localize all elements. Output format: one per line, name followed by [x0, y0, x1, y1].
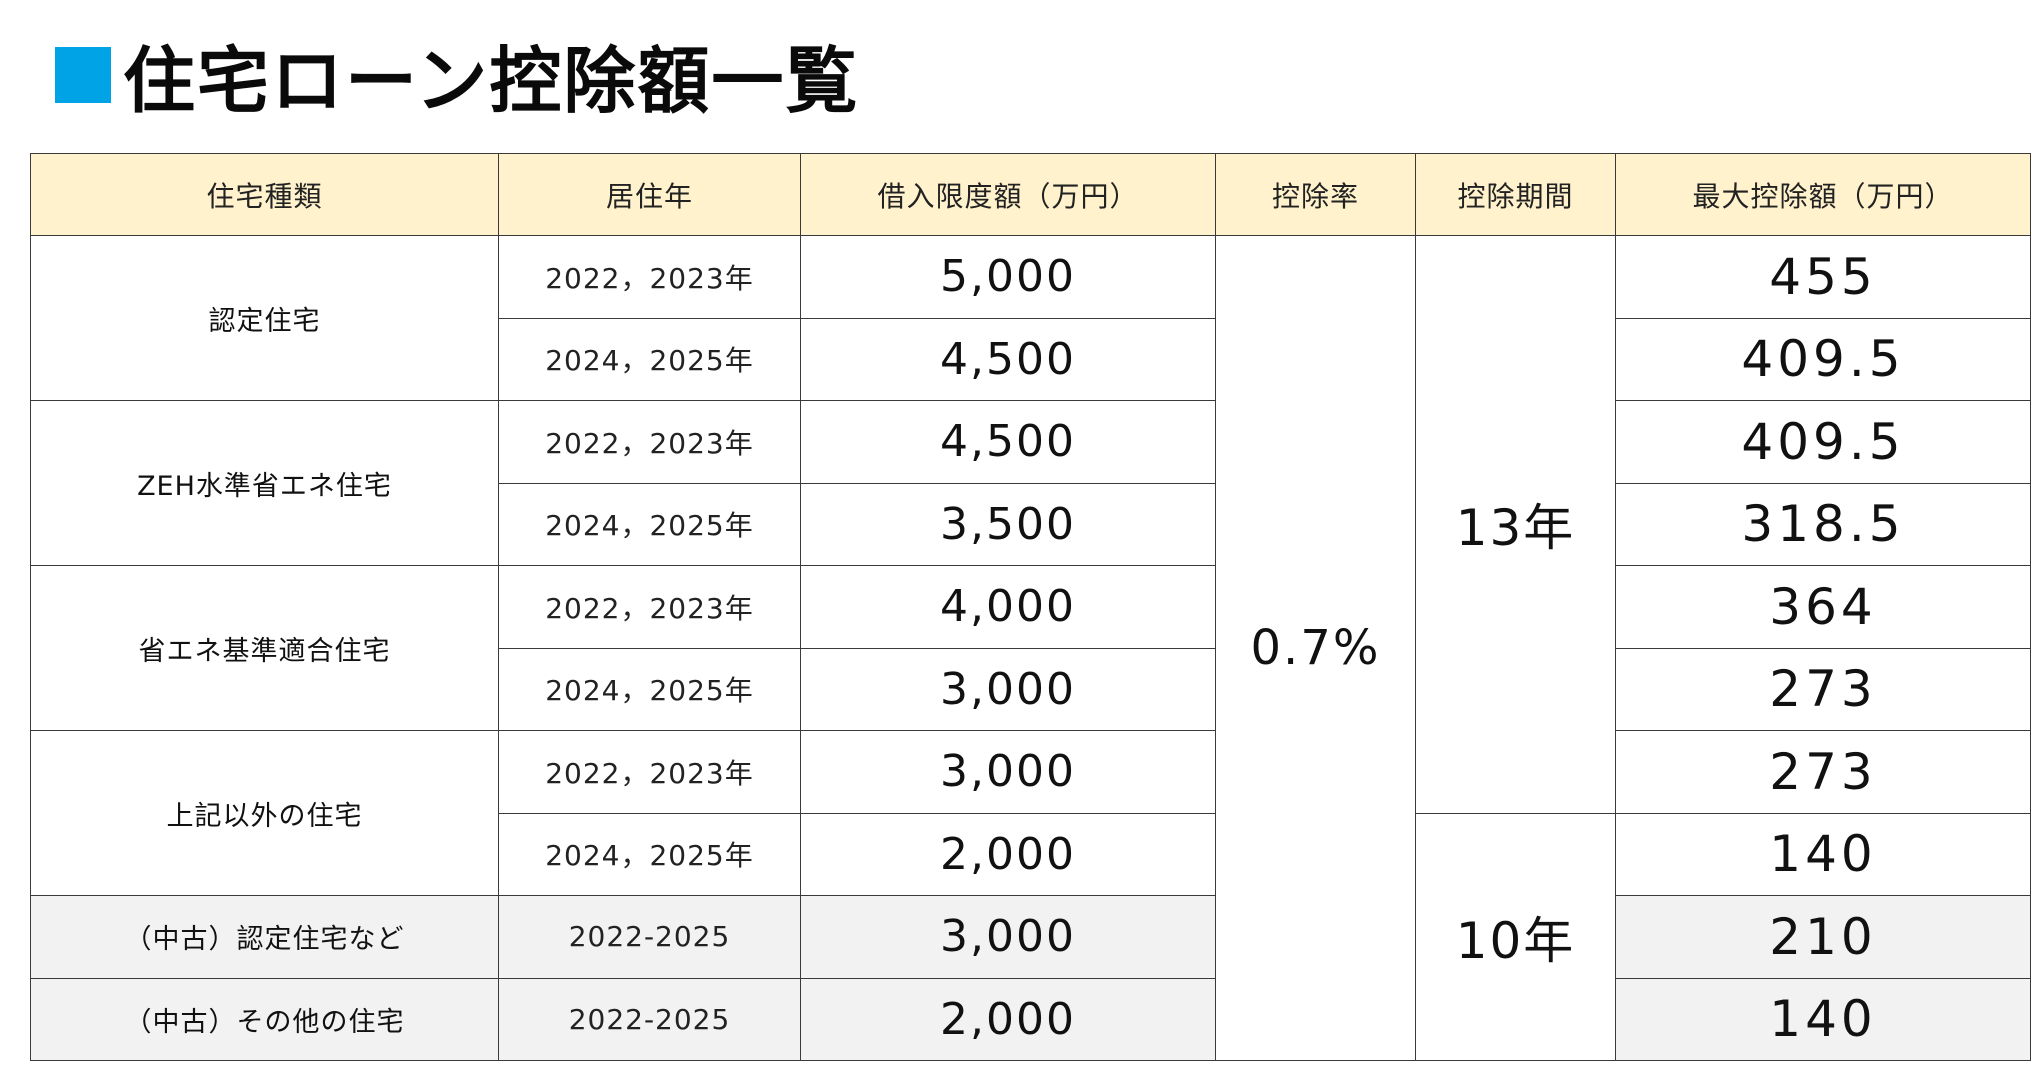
- table-row: 2024，2025年 2,000 10年 140: [31, 812, 2031, 1061]
- page-title: 住宅ローン控除額一覧: [55, 22, 859, 127]
- table-row: 2024，2025年 4,500 409.5: [31, 317, 2031, 401]
- header-deduction-rate: 控除率: [1215, 153, 1416, 236]
- table-header-row: 住宅種類 居住年 借入限度額（万円） 控除率 控除期間 最大控除額（万円）: [30, 153, 2031, 236]
- table-row: （中古）その他の住宅 2022-2025 2,000 140: [30, 977, 2031, 1061]
- borrowing-limit-cell: 3,000: [800, 730, 1216, 814]
- residence-year-cell: 2024，2025年: [498, 482, 801, 566]
- max-deduction-cell: 273: [1615, 730, 2031, 814]
- max-deduction-cell: 210: [1615, 895, 2031, 979]
- max-deduction-cell: 364: [1615, 565, 2031, 649]
- residence-year-cell: 2022，2023年: [498, 235, 801, 319]
- table-row: 認定住宅 2022，2023年 5,000 0.7% 13年 455: [30, 235, 2031, 1061]
- max-deduction-cell: 140: [1615, 812, 2031, 896]
- residence-year-cell: 2024，2025年: [498, 317, 801, 401]
- title-square-icon: [55, 46, 111, 103]
- residence-year-cell: 2022，2023年: [498, 565, 801, 649]
- borrowing-limit-cell: 4,000: [800, 565, 1216, 649]
- table-row: 2024，2025年 3,000 273: [31, 647, 2031, 731]
- residence-year-cell: 2022，2023年: [498, 400, 801, 484]
- header-residence-year: 居住年: [498, 153, 801, 236]
- table-row: ZEH水準省エネ住宅 2022，2023年 4,500 409.5: [30, 400, 2031, 566]
- housing-type-cell: 上記以外の住宅: [30, 730, 499, 896]
- borrowing-limit-cell: 4,500: [800, 400, 1216, 484]
- housing-type-cell: （中古）認定住宅など: [30, 895, 499, 979]
- max-deduction-cell: 455: [1615, 235, 2031, 319]
- housing-type-cell: ZEH水準省エネ住宅: [30, 400, 499, 566]
- max-deduction-cell: 409.5: [1615, 317, 2031, 401]
- header-deduction-period: 控除期間: [1415, 153, 1616, 236]
- borrowing-limit-cell: 4,500: [800, 317, 1216, 401]
- deduction-rate-cell: 0.7%: [1215, 235, 1416, 1061]
- table-row: （中古）認定住宅など 2022-2025 3,000 210: [30, 895, 2031, 979]
- max-deduction-cell: 318.5: [1615, 482, 2031, 566]
- deduction-table: 住宅種類 居住年 借入限度額（万円） 控除率 控除期間 最大控除額（万円） 認定…: [30, 153, 2031, 1061]
- borrowing-limit-cell: 5,000: [800, 235, 1216, 319]
- borrowing-limit-cell: 3,500: [800, 482, 1216, 566]
- deduction-period-cell: 13年: [1415, 235, 1616, 814]
- page-title-text: 住宅ローン控除額一覧: [123, 39, 860, 123]
- header-max-deduction: 最大控除額（万円）: [1615, 153, 2031, 236]
- max-deduction-cell: 409.5: [1615, 400, 2031, 484]
- header-borrowing-limit: 借入限度額（万円）: [800, 153, 1216, 236]
- borrowing-limit-cell: 2,000: [800, 812, 1216, 896]
- borrowing-limit-cell: 3,000: [800, 895, 1216, 979]
- residence-year-cell: 2022-2025: [498, 895, 801, 979]
- borrowing-limit-cell: 2,000: [800, 977, 1216, 1061]
- residence-year-cell: 2024，2025年: [498, 812, 801, 896]
- housing-type-cell: 省エネ基準適合住宅: [30, 565, 499, 731]
- borrowing-limit-cell: 3,000: [800, 647, 1216, 731]
- residence-year-cell: 2022-2025: [498, 977, 801, 1061]
- table-row: 上記以外の住宅 2022，2023年 3,000 273: [30, 730, 2031, 896]
- residence-year-cell: 2024，2025年: [498, 647, 801, 731]
- residence-year-cell: 2022，2023年: [498, 730, 801, 814]
- deduction-period-cell: 10年: [1415, 812, 1616, 1061]
- table-row: 省エネ基準適合住宅 2022，2023年 4,000 364: [30, 565, 2031, 731]
- header-housing-type: 住宅種類: [30, 153, 499, 236]
- max-deduction-cell: 273: [1615, 647, 2031, 731]
- housing-type-cell: 認定住宅: [30, 235, 499, 401]
- housing-type-cell: （中古）その他の住宅: [30, 977, 499, 1061]
- max-deduction-cell: 140: [1615, 977, 2031, 1061]
